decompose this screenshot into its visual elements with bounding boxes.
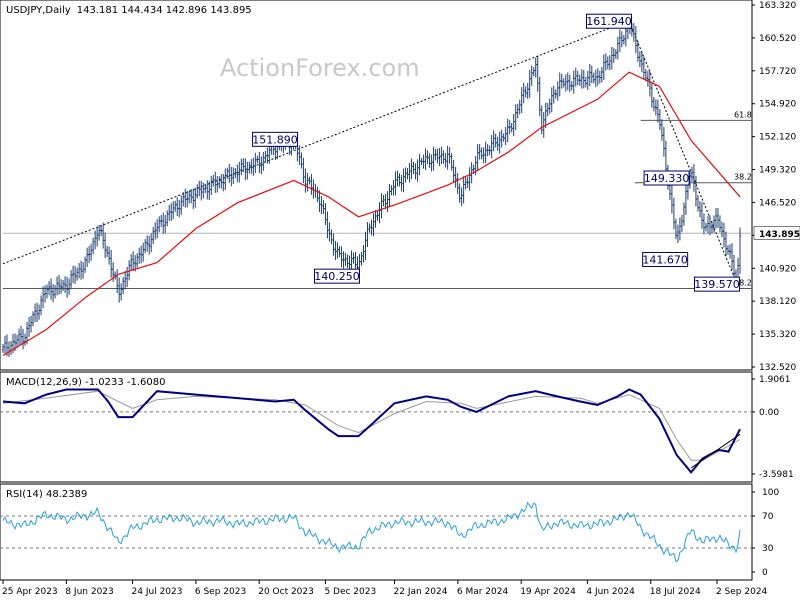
rsi-line	[2, 501, 741, 563]
price-axis: 163.320 160.520 157.720 154.920 152.120 149.3…	[752, 1, 796, 373]
x-tick-label: 8 Jun 2023	[65, 587, 113, 597]
price-tick-label: 163.320	[759, 1, 796, 11]
price-watermark: ActionForex.com	[220, 54, 420, 82]
rsi-tick-label: 100	[762, 488, 779, 498]
price-panel-title: USDJPY,Daily 143.181 144.434 142.896 143.…	[6, 5, 252, 16]
fib-level-label: 38.2	[734, 173, 752, 182]
rsi-tick-label: 70	[762, 512, 774, 522]
price-tick-label: 154.920	[759, 100, 796, 110]
x-tick-label: 19 Apr 2024	[520, 587, 576, 597]
ohlc-values: 143.181 144.434 142.896 143.895	[77, 5, 252, 16]
macd-tick-label: 0.00	[759, 408, 779, 418]
price-tick-label: 138.120	[759, 297, 796, 307]
x-tick-label: 6 Sep 2023	[195, 587, 246, 597]
price-annotation-label: 139.570	[694, 278, 740, 291]
price-tick-label: 157.720	[759, 67, 796, 77]
rsi-lines	[0, 501, 752, 563]
rsi-axis: 100 70 30 0	[752, 488, 779, 578]
fib-level-label: 38.2	[734, 278, 752, 287]
ohlc-bar	[738, 227, 742, 274]
x-tick-label: 24 Jul 2023	[132, 587, 183, 597]
macd-panel	[0, 371, 753, 483]
price-labels: 161.940 151.890 149.330 140.250 141.670 139.5…	[252, 13, 740, 292]
price-annotation-box	[252, 131, 299, 147]
macd-tick-label: 1.9061	[759, 375, 791, 385]
price-tick-label: 132.520	[759, 363, 796, 373]
x-tick-label: 20 Oct 2023	[258, 587, 314, 597]
price-annotation-label: 151.890	[252, 133, 298, 146]
fib-level-label: 61.8	[734, 110, 752, 119]
x-tick-label: 5 Dec 2023	[324, 587, 376, 597]
price-annotation-label: 161.940	[586, 15, 632, 28]
price-annotation-label: 149.330	[644, 172, 690, 185]
x-tick-label: 2 Sep 2024	[716, 587, 768, 597]
price-tick-label: 140.920	[759, 264, 796, 274]
x-tick-label: 25 Apr 2023	[2, 587, 58, 597]
price-annotation-box	[642, 251, 689, 267]
price-panel	[0, 0, 753, 371]
price-annotation-box	[586, 13, 633, 29]
x-tick-label: 6 Mar 2024	[457, 587, 509, 597]
price-annotation-box	[313, 268, 360, 284]
price-tick-label: 160.520	[759, 34, 796, 44]
price-annotation-box	[693, 276, 740, 292]
rsi-tick-label: 30	[762, 544, 774, 554]
macd-axis: 1.9061 0.00 -3.5981	[752, 375, 794, 480]
rsi-panel	[0, 483, 753, 581]
x-tick-label: 22 Jan 2024	[394, 587, 448, 597]
macd-lines	[0, 388, 752, 474]
macd-signal-line	[2, 390, 741, 461]
price-tick-label: 149.320	[759, 166, 796, 176]
macd-trendline	[690, 433, 741, 469]
price-annotation-label: 141.670	[642, 253, 688, 266]
price-annotation-box	[643, 170, 690, 186]
macd-main-line	[2, 388, 741, 474]
macd-tick-label: -3.5981	[759, 470, 794, 480]
symbol-title: USDJPY,Daily	[6, 5, 71, 16]
price-annotation-label: 140.250	[314, 270, 360, 283]
x-tick-label: 18 Jul 2024	[650, 587, 701, 597]
price-tick-label: 135.320	[759, 330, 796, 340]
moving-average-line	[2, 71, 741, 357]
price-tick-label: 152.120	[759, 133, 796, 143]
rsi-panel-title: RSI(14) 48.2389	[6, 489, 87, 500]
down-trendline	[628, 21, 738, 285]
rsi-tick-label: 0	[762, 568, 768, 578]
x-tick-label: 4 Jun 2024	[586, 587, 635, 597]
current-price-box	[753, 226, 800, 240]
macd-panel-title: MACD(12,26,9) -1.0233 -1.6080	[6, 377, 166, 388]
price-tick-label: 146.520	[759, 198, 796, 208]
current-price-label: 143.895	[759, 230, 800, 240]
x-axis: 25 Apr 2023 8 Jun 2023 24 Jul 2023 6 Sep 20…	[2, 580, 768, 597]
